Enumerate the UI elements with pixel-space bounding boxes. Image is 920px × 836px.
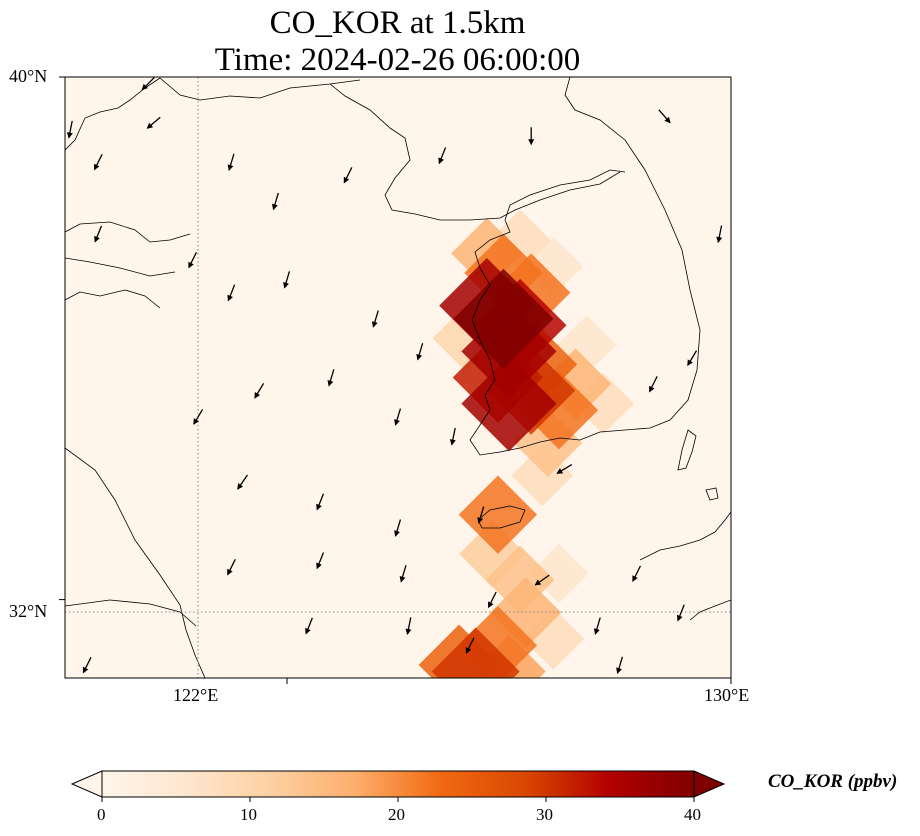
wind-arrow xyxy=(438,147,447,165)
concentration-cell xyxy=(557,315,617,375)
lat-tick-label-32: 32°N xyxy=(9,601,48,621)
wind-arrow xyxy=(227,153,235,172)
japan-coastline xyxy=(639,429,731,621)
wind-arrow xyxy=(316,552,325,570)
wind-arrow xyxy=(716,225,723,244)
wind-arrow xyxy=(371,310,379,328)
colorbar-tick-0: 0 xyxy=(97,805,106,824)
wind-arrow xyxy=(193,409,204,425)
concentration-cell xyxy=(431,627,520,678)
wind-arrow xyxy=(593,617,601,635)
wind-arrow xyxy=(487,591,497,609)
wind-arrow xyxy=(556,464,573,474)
wind-arrow xyxy=(394,408,402,426)
lon-tick-label-122: 122°E xyxy=(173,685,219,705)
wind-arrow xyxy=(477,506,485,524)
wind-arrow xyxy=(316,493,325,511)
wind-arrow xyxy=(405,617,412,636)
wind-arrow xyxy=(227,284,236,302)
wind-arrow xyxy=(416,343,424,361)
wind-arrow xyxy=(648,376,658,393)
gridlines xyxy=(65,77,731,678)
colorbar-tick-30: 30 xyxy=(536,805,553,824)
colorbar-tick-10: 10 xyxy=(240,805,257,824)
wind-arrow xyxy=(82,657,92,674)
wind-arrow xyxy=(616,656,624,675)
wind-arrow xyxy=(343,167,353,184)
concentration-cell xyxy=(459,520,526,588)
wind-arrow xyxy=(399,565,407,583)
korea-coastline xyxy=(469,77,701,456)
wind-arrow xyxy=(254,382,265,399)
jeju-island xyxy=(477,505,526,529)
coastlines xyxy=(65,77,731,678)
concentration-cell xyxy=(461,356,557,452)
wind-arrow xyxy=(632,565,642,582)
wind-arrow xyxy=(283,271,291,289)
wind-arrow xyxy=(658,109,671,124)
wind-arrow xyxy=(465,637,475,654)
wind-arrow xyxy=(188,252,198,269)
concentration-cell xyxy=(523,236,583,297)
wind-arrow xyxy=(449,427,456,446)
wind-arrow xyxy=(687,350,698,367)
wind-arrow xyxy=(141,77,155,91)
concentration-cell xyxy=(458,475,538,554)
wind-arrow xyxy=(394,519,402,537)
wind-arrow xyxy=(676,604,685,622)
concentration-cell xyxy=(519,370,599,450)
lat-tick-label-40: 40°N xyxy=(9,66,48,86)
wind-arrow xyxy=(94,225,103,243)
wind-arrow xyxy=(146,116,161,129)
wind-arrow xyxy=(272,192,279,211)
concentration-cell xyxy=(529,543,589,604)
wind-arrow xyxy=(227,559,236,576)
wind-arrow xyxy=(327,369,335,387)
wind-vectors xyxy=(66,77,723,675)
wind-arrow xyxy=(66,120,73,139)
colorbar-tick-40: 40 xyxy=(684,805,701,824)
wind-arrow xyxy=(528,127,535,146)
map-frame xyxy=(64,76,732,679)
axis-ticks xyxy=(59,76,732,684)
concentration-cell xyxy=(453,268,554,369)
map-background xyxy=(65,77,731,678)
wind-arrow xyxy=(237,474,249,490)
concentration-field xyxy=(418,209,635,678)
china-coastline xyxy=(65,77,206,678)
wind-arrow xyxy=(305,617,313,635)
liaodong-coastline xyxy=(159,77,621,221)
colorbar-tick-20: 20 xyxy=(388,805,405,824)
chart-title-line1: CO_KOR at 1.5km xyxy=(269,5,526,41)
colorbar-label: CO_KOR (ppbv) xyxy=(768,771,898,792)
wind-arrow xyxy=(93,154,103,171)
chart-title-line2: Time: 2024-02-26 06:00:00 xyxy=(214,42,581,78)
lon-tick-label-130: 130°E xyxy=(704,685,750,705)
wind-arrow xyxy=(534,574,550,586)
concentration-cell xyxy=(490,577,562,649)
